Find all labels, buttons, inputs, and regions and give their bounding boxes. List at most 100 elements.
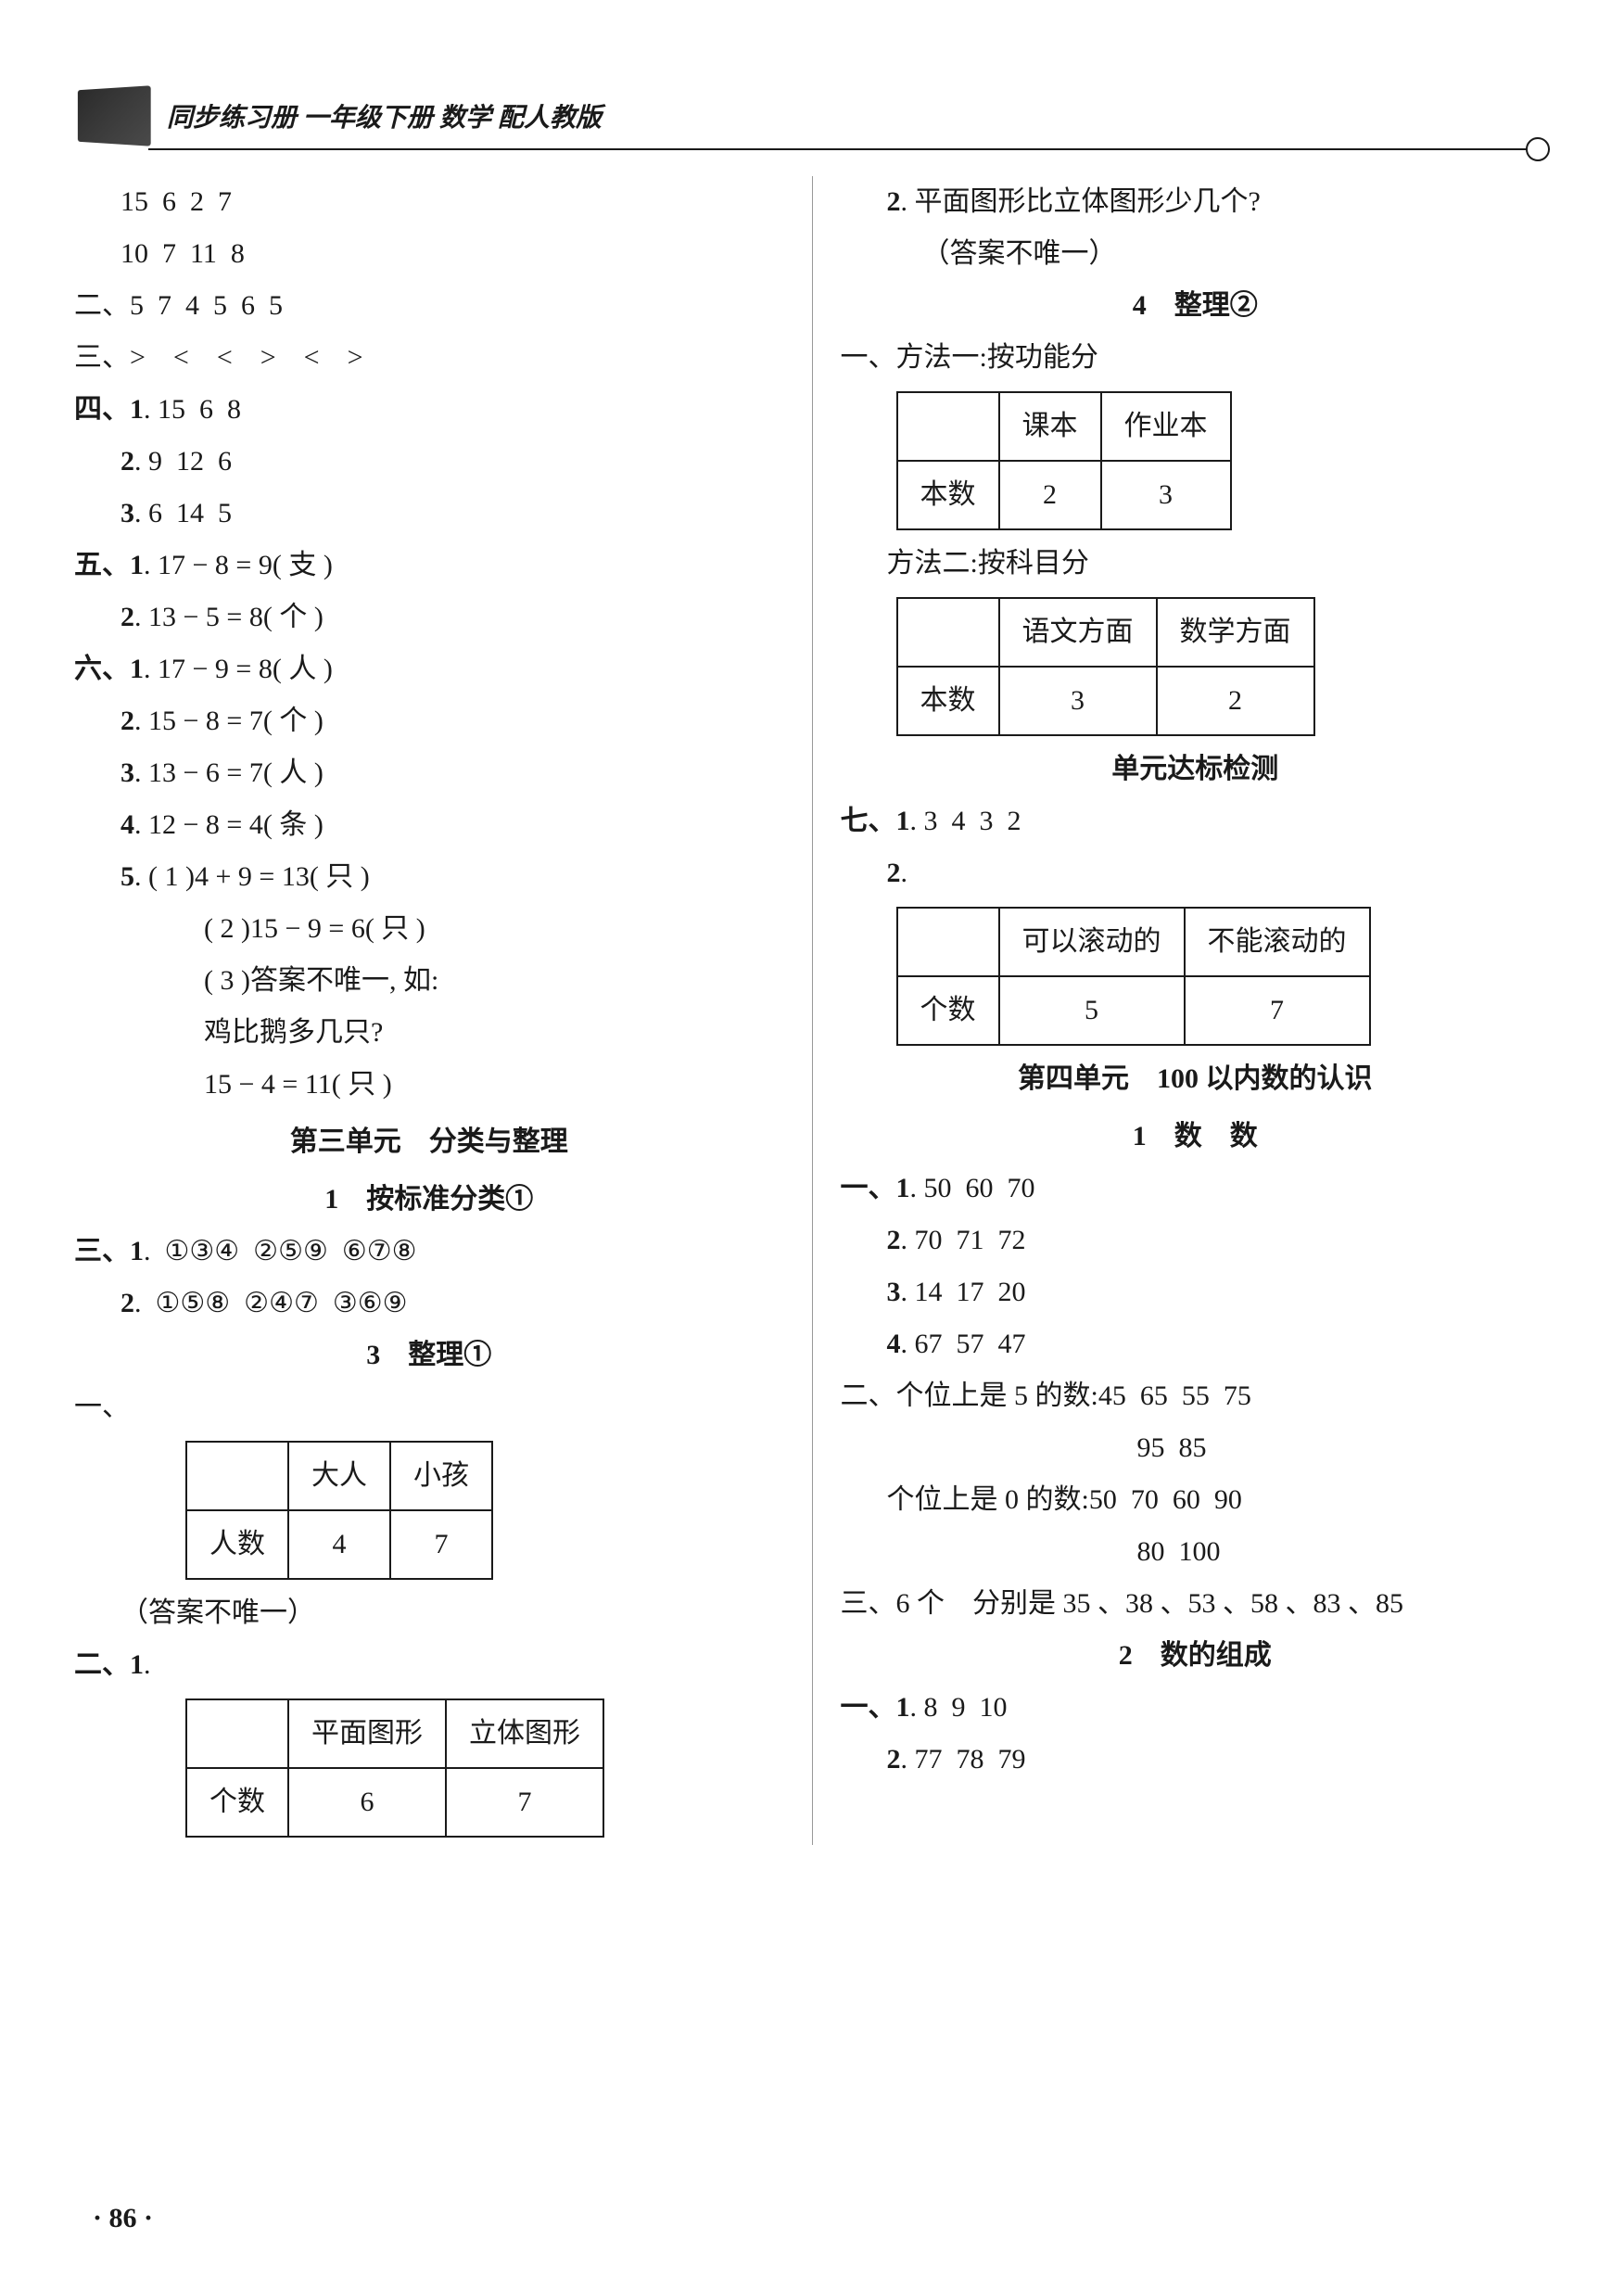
col-header: 语文方面 [999,598,1157,667]
text-line: 15 − 4 = 11( 只 ) [74,1059,784,1111]
item-num: 3 [887,1277,901,1307]
item-num: 3 [121,498,134,528]
text-line: 95 85 [841,1422,1551,1474]
text-line: 2. 15 − 8 = 7( 个 ) [74,695,784,747]
text-line: 四、1四、1. 15 6 8. 15 6 8 [74,384,784,436]
page-number: · 86 · [93,2203,153,2234]
item-num: 2 [121,602,134,632]
text-line: 2. 9 12 6 [74,436,784,488]
text-line: 3. 14 17 20 [841,1266,1551,1318]
item-num: 2 [887,186,901,217]
text-line: 3. 13 − 6 = 7( 人 ) [74,747,784,799]
item-num: 2 [121,706,134,736]
row-header: 本数 [897,667,999,735]
text-line: 2. 77 78 79 [841,1734,1551,1786]
text-line: 一、方法一:按功能分 [841,332,1551,384]
table-function: 课本作业本 本数23 [896,391,1232,530]
text-line: 10 7 11 8 [74,228,784,280]
left-column: 15 6 2 7 10 7 11 8 二、5 7 4 5 6 5 三、> < <… [74,176,813,1845]
text-line: 2. ①⑤⑧ ②④⑦ ③⑥⑨ [74,1278,784,1329]
text-line: 2. 70 71 72 [841,1215,1551,1266]
col-header: 立体图形 [446,1699,603,1768]
text-line: ( 2 )15 − 9 = 6( 只 ) [74,903,784,955]
text-line: 三、1. ①③④ ②⑤⑨ ⑥⑦⑧ [74,1226,784,1278]
text-line: 3. 6 14 5 [74,488,784,540]
sub-title: 2 数的组成 [841,1630,1551,1682]
cell: 5 [999,976,1185,1045]
right-column: 2. 平面图形比立体图形少几个? （答案不唯一） 4 整理② 一、方法一:按功能… [813,176,1551,1845]
item-num: 一、1 [841,1173,910,1203]
cell: 2 [1157,667,1314,735]
table-roll: 可以滚动的不能滚动的 个数57 [896,907,1371,1046]
header-divider [148,148,1550,150]
cell: 2 [999,461,1101,529]
item-num: 一、1 [841,1692,910,1723]
item-num: 3 [121,757,134,788]
table-people: 大人小孩 人数47 [185,1441,493,1580]
text-line: 15 6 2 7 [74,176,784,228]
item-num: 2 [887,1744,901,1775]
col-header: 数学方面 [1157,598,1314,667]
table-subject: 语文方面数学方面 本数32 [896,597,1315,736]
item-num: 三、1 [74,1236,144,1266]
text-line: 三、> < < > < > [74,332,784,384]
text-line: （答案不唯一） [74,1587,784,1639]
text-line: 二、1. [74,1639,784,1691]
row-header: 个数 [186,1768,288,1837]
row-header: 个数 [897,976,999,1045]
sub-title: 4 整理② [841,280,1551,332]
item-num: 五、1 [74,550,144,580]
row-header: 人数 [186,1510,288,1579]
sub-title: 3 整理① [74,1329,784,1381]
sub-title: 1 数 数 [841,1111,1551,1163]
cell: 4 [288,1510,390,1579]
item-num: 5 [121,861,134,892]
text-line: 二、5 7 4 5 6 5 [74,280,784,332]
item-num: 七、1 [841,806,910,836]
text-line: 方法二:按科目分 [841,538,1551,590]
cell: 7 [1185,976,1370,1045]
text-line: 5. ( 1 )4 + 9 = 13( 只 ) [74,851,784,903]
col-header: 小孩 [390,1442,492,1510]
header-title: 同步练习册 一年级下册 数学 配人教版 [167,97,602,134]
text-line: 五、1. 17 − 8 = 9( 支 ) [74,540,784,592]
text-line: 一、 [74,1381,784,1433]
book-icon [78,85,151,146]
col-header: 课本 [999,392,1101,461]
text-line: （答案不唯一） [841,228,1551,280]
magnifier-icon [1526,137,1550,161]
item-num: 4 [887,1329,901,1359]
section-title: 第三单元 分类与整理 [74,1116,784,1168]
item-num: 2 [121,446,134,477]
text-line: 4. 12 − 8 = 4( 条 ) [74,799,784,851]
col-header: 大人 [288,1442,390,1510]
text-line: 二、个位上是 5 的数:45 65 55 75 [841,1370,1551,1422]
item-num: 2 [887,1225,901,1255]
text-line: 4. 67 57 47 [841,1318,1551,1370]
text-line: 七、1. 3 4 3 2 [841,795,1551,847]
text-line: 三、6 个 分别是 35 、38 、53 、58 、83 、85 [841,1578,1551,1630]
text-line: 个位上是 0 的数:50 70 60 90 [841,1474,1551,1526]
text-line: 一、1. 8 9 10 [841,1682,1551,1734]
cell: 6 [288,1768,446,1837]
item-num: 2 [887,858,901,888]
text-line: 2. 13 − 5 = 8( 个 ) [74,592,784,643]
sub-title: 单元达标检测 [841,744,1551,795]
table-shapes: 平面图形立体图形 个数67 [185,1698,604,1838]
text-line: 一、1. 50 60 70 [841,1163,1551,1215]
item-num: 2 [121,1288,134,1318]
text-line: 80 100 [841,1526,1551,1578]
item-num: 二、1 [74,1649,144,1680]
cell: 3 [1101,461,1231,529]
col-header: 不能滚动的 [1185,908,1370,976]
text-line: 鸡比鹅多几只? [74,1007,784,1059]
item-num: 4 [121,809,134,840]
cell: 7 [390,1510,492,1579]
item-num: 四、1 [74,394,144,425]
cell: 7 [446,1768,603,1837]
sub-title: 1 按标准分类① [74,1174,784,1226]
text-line: 2. 平面图形比立体图形少几个? [841,176,1551,228]
col-header: 平面图形 [288,1699,446,1768]
section-title: 第四单元 100 以内数的认识 [841,1053,1551,1105]
text-line: 六、1. 17 − 9 = 8( 人 ) [74,643,784,695]
